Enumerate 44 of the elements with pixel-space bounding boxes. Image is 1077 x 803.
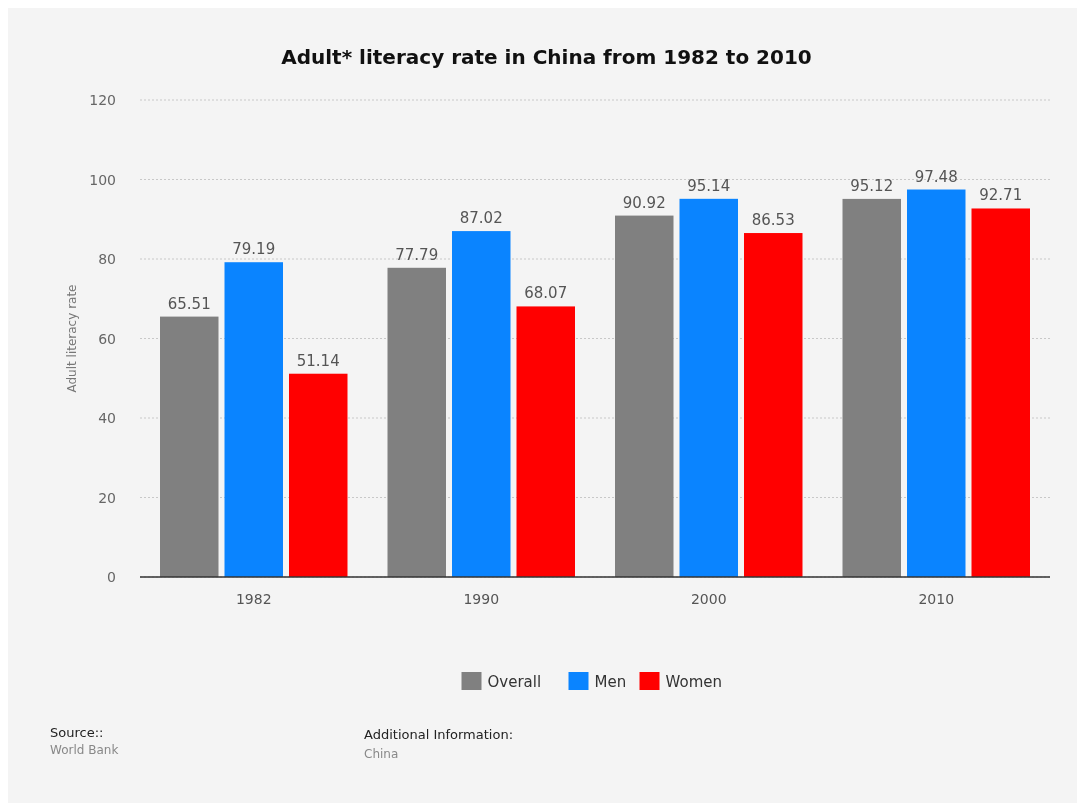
data-label: 79.19 — [232, 240, 276, 259]
bar — [516, 306, 575, 577]
source-note: Source:: — [50, 725, 104, 740]
bar — [971, 208, 1030, 577]
bar — [289, 373, 348, 577]
data-label: 95.12 — [850, 176, 894, 195]
bar — [907, 189, 966, 577]
bar — [744, 233, 803, 577]
legend-label: Women — [665, 673, 722, 691]
bar — [842, 198, 901, 577]
x-tick-label: 2010 — [918, 591, 955, 607]
bar — [679, 198, 738, 577]
x-tick-label: 1982 — [235, 591, 272, 607]
x-tick-label: 2000 — [690, 591, 727, 607]
bar — [615, 215, 674, 577]
legend-label: Overall — [487, 673, 542, 691]
y-tick-label: 40 — [98, 410, 116, 426]
y-tick-label: 80 — [98, 251, 116, 267]
text: Additional Information: — [364, 727, 514, 742]
bar — [224, 262, 283, 577]
bar — [160, 316, 219, 577]
data-label: 65.51 — [167, 294, 211, 313]
y-tick-label: 20 — [98, 489, 116, 506]
data-label: 68.07 — [524, 284, 568, 303]
text: China — [364, 747, 399, 761]
y-tick-label: 120 — [89, 92, 116, 108]
data-label: 90.92 — [622, 193, 666, 212]
data-label: 51.14 — [296, 351, 340, 370]
data-label: 87.02 — [459, 209, 503, 228]
y-tick-label: 0 — [107, 569, 116, 585]
data-label: 95.14 — [687, 176, 731, 195]
chart-title: Adult* literacy rate in China from 1982 to 2010 — [281, 45, 812, 69]
data-label: 97.48 — [914, 167, 958, 186]
bar — [452, 231, 511, 577]
y-axis-title: Adult literacy rate — [65, 284, 79, 393]
data-label: 92.71 — [979, 186, 1023, 205]
data-label: 77.79 — [395, 245, 439, 264]
bar — [387, 267, 446, 577]
text: World Bank — [50, 743, 119, 757]
y-tick-label: 60 — [98, 330, 116, 347]
legend-label: Men — [594, 673, 627, 691]
y-tick-label: 100 — [89, 171, 116, 188]
x-tick-label: 1990 — [463, 591, 500, 607]
data-label: 86.53 — [751, 211, 795, 230]
